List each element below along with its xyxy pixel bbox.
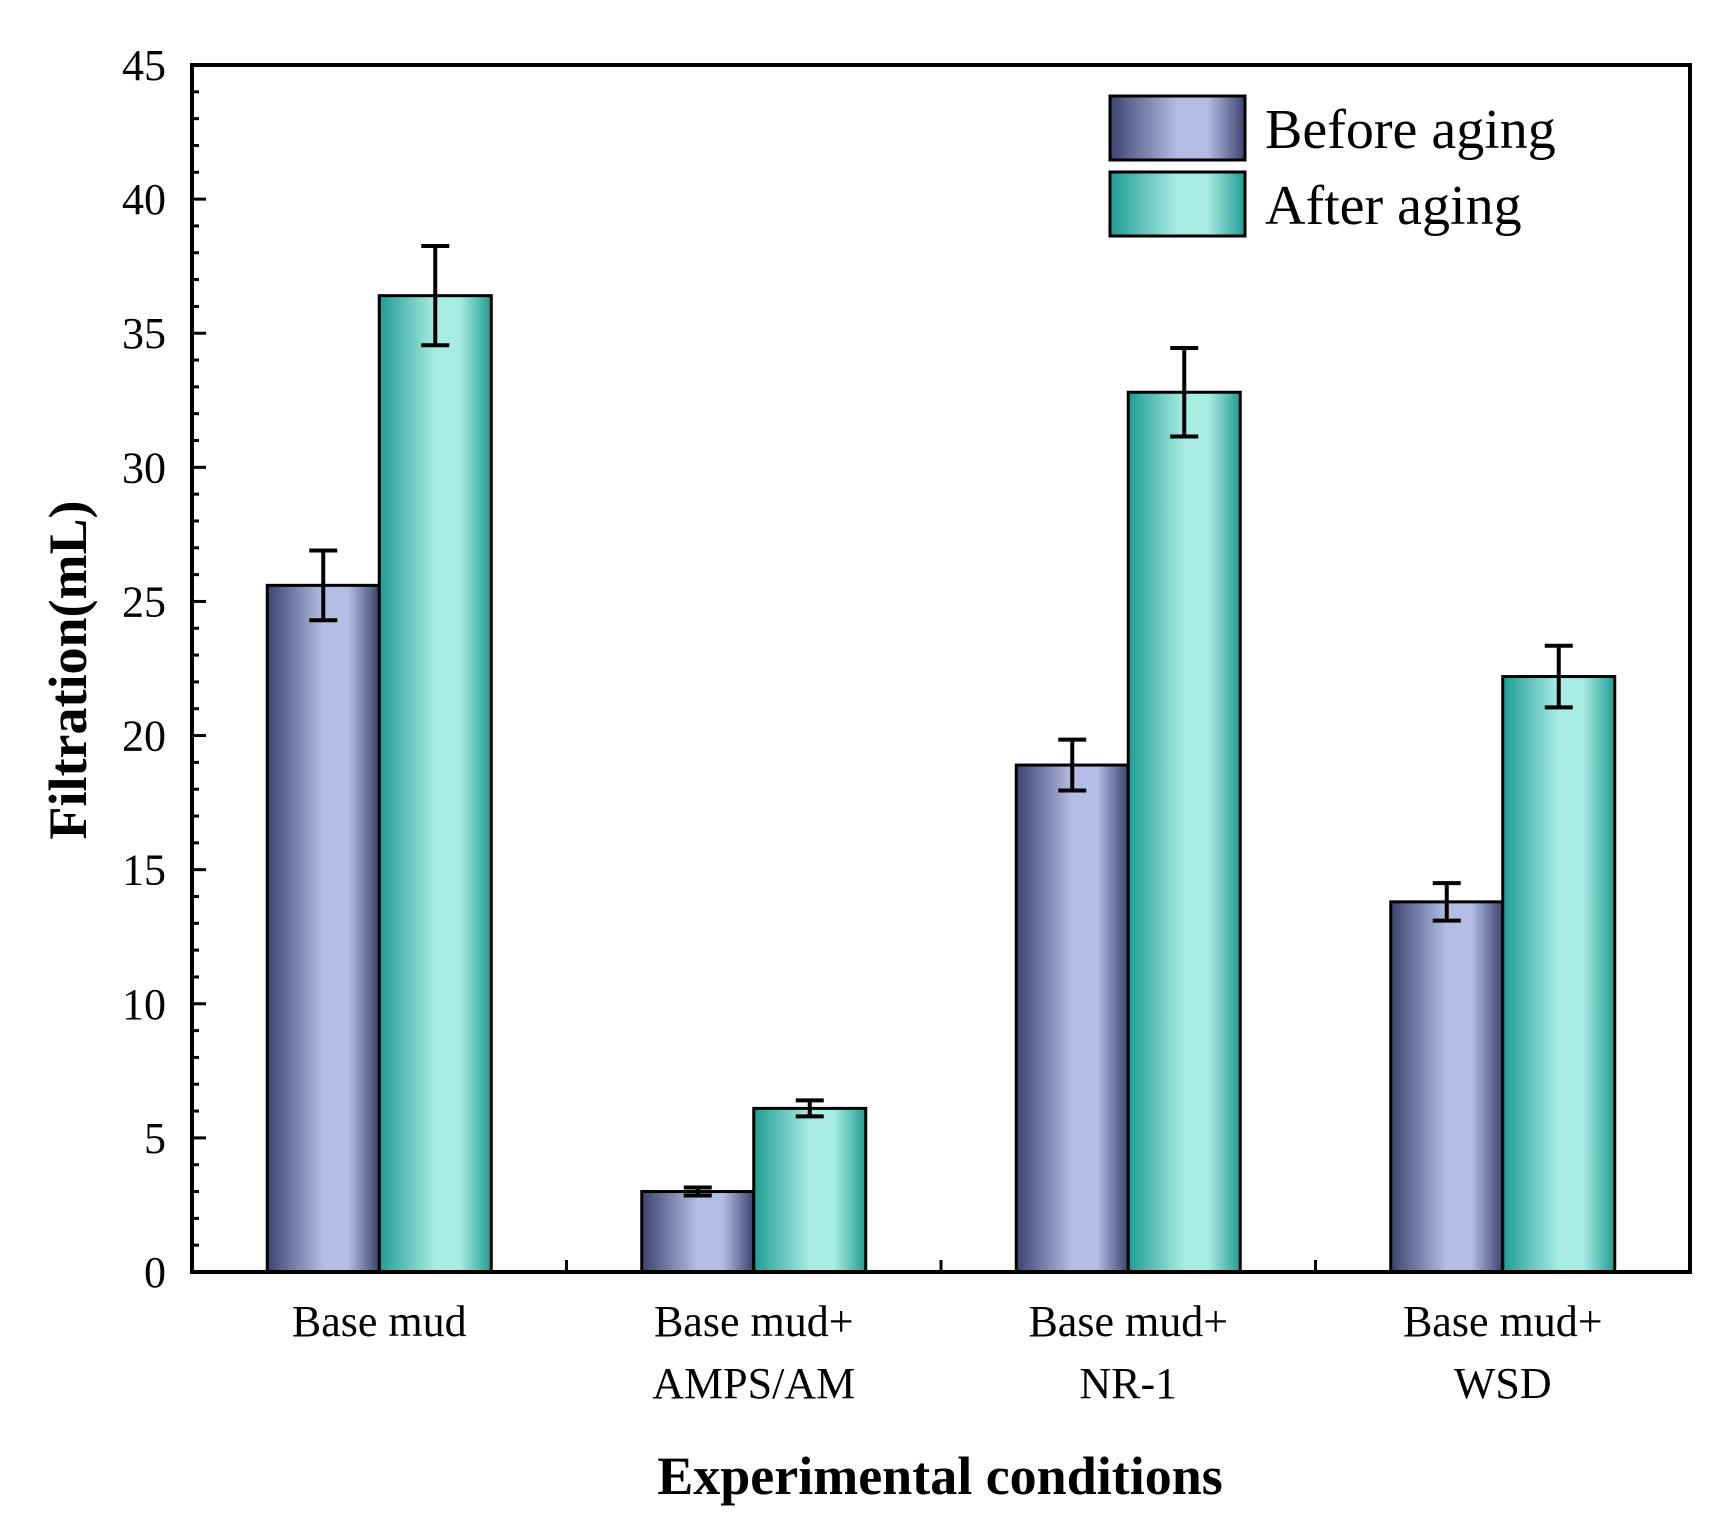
legend-swatch-before-aging bbox=[1108, 94, 1247, 162]
y-tick-label: 40 bbox=[122, 175, 166, 224]
bar-before-aging-1 bbox=[640, 1190, 756, 1274]
y-tick-label: 35 bbox=[122, 309, 166, 358]
y-tick-label: 15 bbox=[122, 846, 166, 895]
bar-after-aging-2 bbox=[1126, 390, 1242, 1274]
x-tick-label: Base mud bbox=[292, 1297, 467, 1346]
y-tick-label: 10 bbox=[122, 980, 166, 1029]
x-tick-label: Base mud+ AMPS/AM bbox=[652, 1297, 855, 1408]
legend: Before aging After aging bbox=[1108, 94, 1556, 238]
y-axis-title: Filtration(mL) bbox=[38, 501, 98, 840]
x-axis-title: Experimental conditions bbox=[657, 1446, 1223, 1506]
x-tick-label: Base mud+ NR-1 bbox=[1028, 1297, 1228, 1408]
legend-swatch-after-aging bbox=[1108, 170, 1247, 238]
legend-label-after-aging: After aging bbox=[1265, 175, 1522, 237]
y-tick-label: 20 bbox=[122, 712, 166, 761]
bars-layer bbox=[265, 244, 1617, 1274]
y-tick-label: 45 bbox=[122, 41, 166, 90]
axes-layer: Base mud Base mud+ AMPS/AM Base mud+ NR-1 Bas… bbox=[122, 41, 1692, 1408]
bar-after-aging-3 bbox=[1501, 675, 1617, 1274]
bar-before-aging-0 bbox=[265, 583, 381, 1274]
y-tick-label: 30 bbox=[122, 443, 166, 492]
legend-label-before-aging: Before aging bbox=[1265, 99, 1556, 161]
bar-after-aging-1 bbox=[752, 1106, 868, 1274]
y-tick-label: 0 bbox=[144, 1248, 166, 1297]
y-tick-label: 25 bbox=[122, 577, 166, 626]
x-tick-label: Base mud+ WSD bbox=[1403, 1297, 1603, 1408]
bar-before-aging-2 bbox=[1014, 763, 1130, 1274]
bar-after-aging-0 bbox=[377, 294, 493, 1274]
y-tick-label: 5 bbox=[144, 1114, 166, 1163]
bar-before-aging-3 bbox=[1389, 900, 1505, 1274]
